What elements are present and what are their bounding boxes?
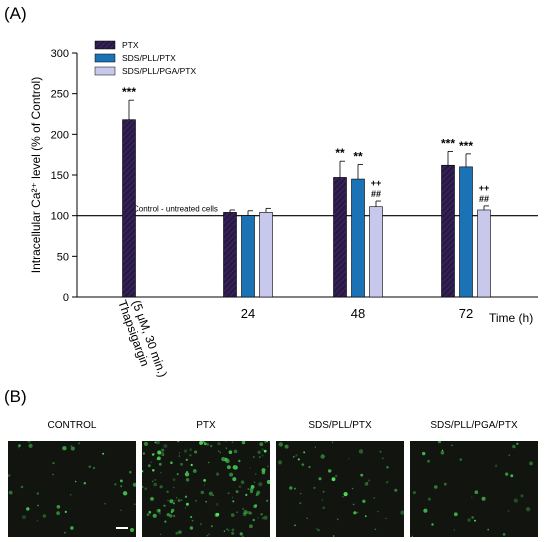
y-tick-label: 0 <box>63 292 69 304</box>
legend-swatch <box>94 66 116 76</box>
micrograph-sds-pll-pga-ptx <box>410 441 538 537</box>
bar-sds-pll-pga-ptx <box>369 206 383 298</box>
bar-ptx <box>441 164 455 298</box>
significance-mark: *** <box>122 85 136 99</box>
y-tick-label: 250 <box>51 89 69 101</box>
legend-swatch <box>94 40 116 50</box>
x-tick-label: 48 <box>351 306 365 321</box>
micrograph-title-ptx: PTX <box>196 420 216 431</box>
micrograph-title-sds-pll-pga-ptx: SDS/PLL/PGA/PTX <box>430 420 518 431</box>
bar-chart: 0 50 100 150 200 250 300 Intracellular Ca²⁺ lev… <box>29 40 538 379</box>
bar-ptx <box>223 212 237 298</box>
significance-mark: *** <box>459 139 473 153</box>
scale-bar <box>116 527 128 529</box>
micrograph-ptx <box>142 441 270 537</box>
y-tick-label: 100 <box>51 211 69 223</box>
significance-mark: ** <box>335 146 345 160</box>
x-tick-label: 72 <box>459 306 473 321</box>
significance-mark: *** <box>441 136 455 150</box>
bar-ptx <box>122 119 136 298</box>
y-tick-label: 300 <box>51 48 69 60</box>
y-axis-label: Intracellular Ca²⁺ level (% of Control) <box>29 77 43 273</box>
bar-ptx <box>333 177 347 298</box>
micrograph-sds-pll-ptx <box>276 441 404 537</box>
micrograph-title-sds-pll-ptx: SDS/PLL/PTX <box>308 420 372 431</box>
legend-label: SDS/PLL/PGA/PTX <box>122 66 196 76</box>
legend-label: PTX <box>122 40 139 50</box>
significance-mark: ## <box>479 194 489 204</box>
legend-label: SDS/PLL/PTX <box>122 53 176 63</box>
bar-sds-pll-ptx <box>351 178 365 298</box>
x-axis-label: Time (h) <box>489 311 533 325</box>
micrograph-title-control: CONTROL <box>47 420 97 431</box>
bar-sds-pll-ptx <box>241 215 255 298</box>
y-tick-label: 200 <box>51 129 69 141</box>
bar-sds-pll-ptx <box>459 166 473 298</box>
y-tick-label: 150 <box>51 170 69 182</box>
significance-mark: ++ <box>371 178 382 188</box>
y-tick-label: 50 <box>57 251 69 263</box>
significance-mark: ## <box>371 189 381 199</box>
reference-line-label: Control - untreated cells <box>133 205 218 214</box>
bar-sds-pll-pga-ptx <box>477 209 491 298</box>
significance-mark: ++ <box>479 183 490 193</box>
micrograph-control <box>8 441 136 537</box>
legend-swatch <box>94 53 116 63</box>
significance-mark: ** <box>353 149 363 163</box>
panel-a-label: (A) <box>4 4 27 23</box>
x-tick-label: 24 <box>241 306 255 321</box>
panel-b-label: (B) <box>4 387 27 406</box>
bar-sds-pll-pga-ptx <box>259 212 273 298</box>
